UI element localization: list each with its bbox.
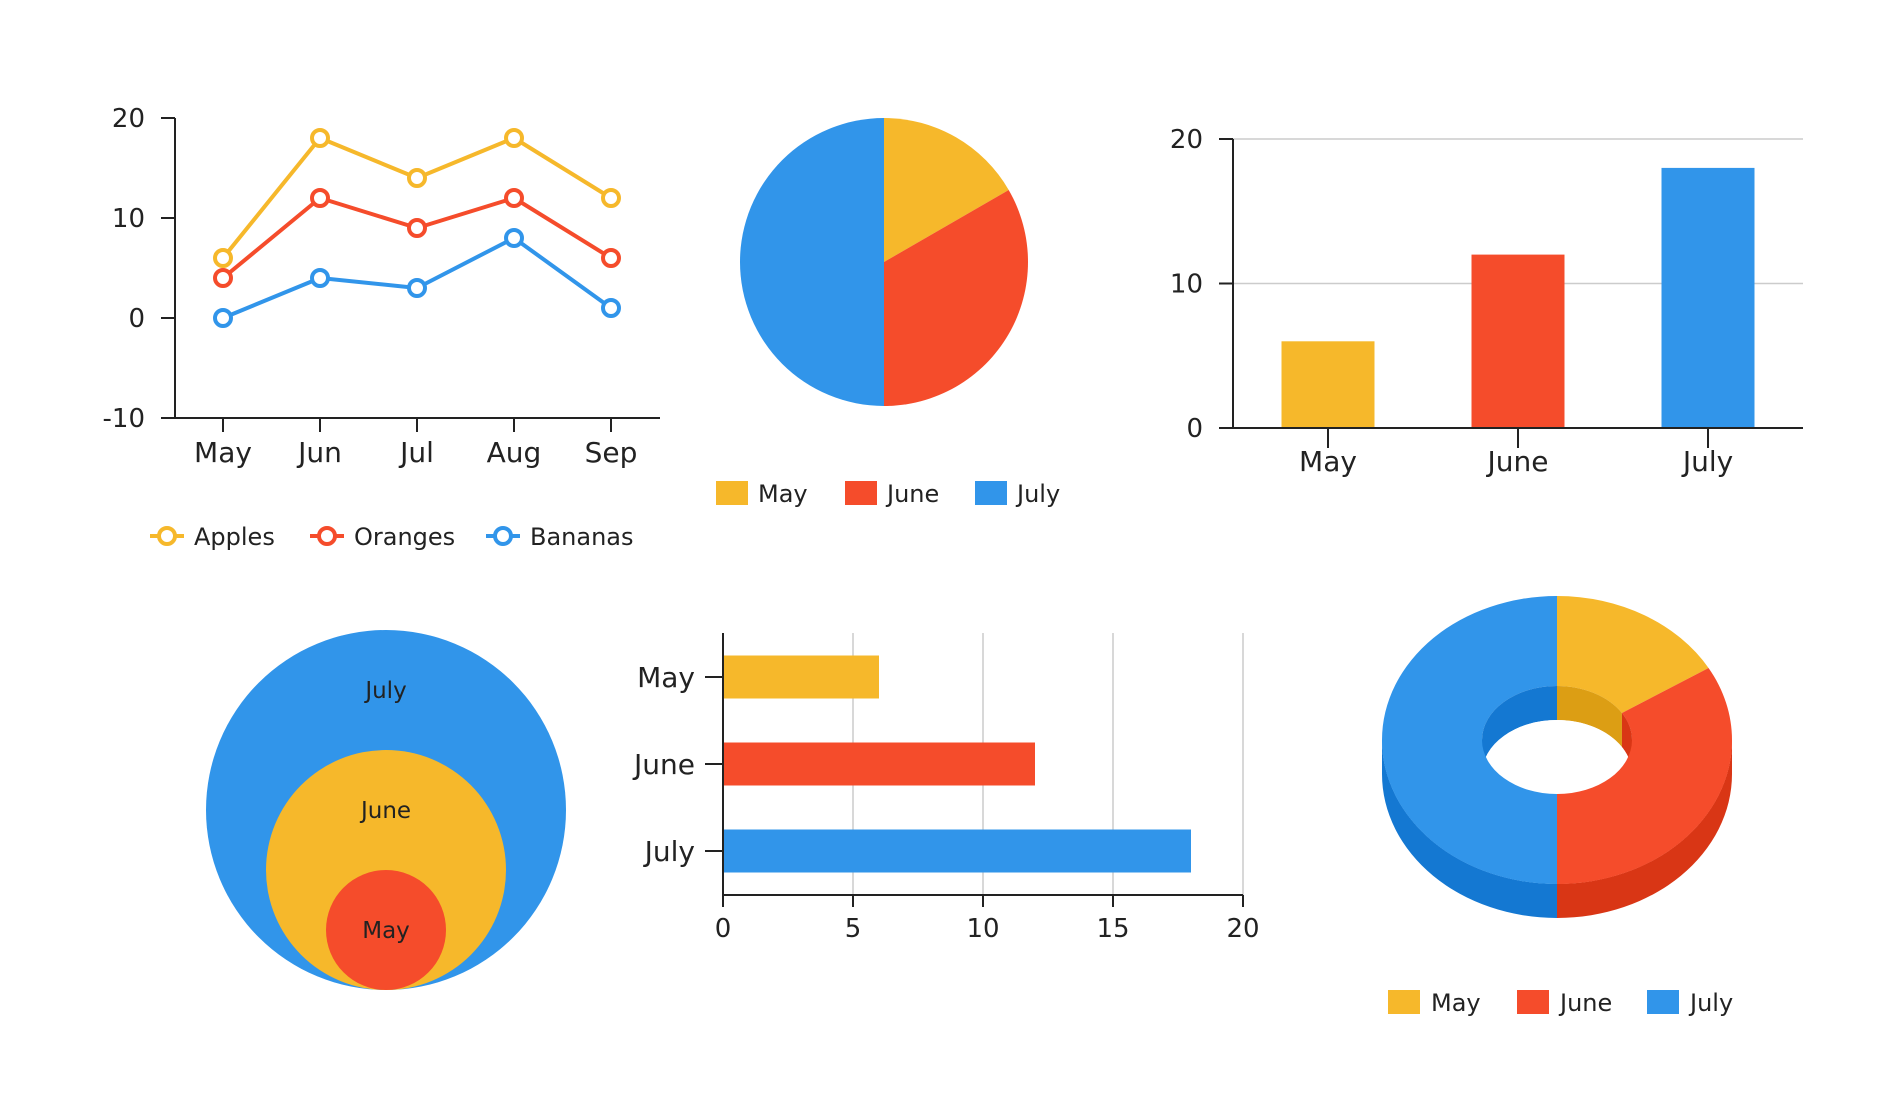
line-y-tick-label: 0 bbox=[128, 304, 145, 334]
column-y-tick-label: 20 bbox=[1170, 125, 1203, 155]
legend-label: Apples bbox=[194, 523, 275, 551]
hbar-bar-july bbox=[723, 829, 1191, 873]
donut-chart: May June July bbox=[1382, 596, 1733, 1017]
hbar-x-tick-label: 15 bbox=[1096, 914, 1129, 944]
point-apples bbox=[407, 168, 427, 188]
pie-slice-june bbox=[884, 190, 1028, 406]
hbar-y-tick-label: May bbox=[637, 661, 695, 694]
line-x-tick-label: Jun bbox=[296, 436, 342, 469]
legend-swatch bbox=[975, 481, 1007, 505]
horizontal-bar-chart: 0 5 10 15 20 May June July bbox=[632, 633, 1260, 944]
nested-circle-chart: July June May bbox=[206, 630, 566, 990]
column-y-tick-label: 10 bbox=[1170, 270, 1203, 300]
point-bananas bbox=[310, 268, 330, 288]
hbar-bar-june bbox=[723, 742, 1035, 786]
circle-label: May bbox=[362, 918, 410, 944]
legend-label: May bbox=[1431, 989, 1481, 1017]
legend-swatch bbox=[845, 481, 877, 505]
line-y-tick-label: 10 bbox=[112, 204, 145, 234]
line-x-tick-label: May bbox=[194, 436, 252, 469]
legend-swatch bbox=[1388, 990, 1420, 1014]
donut-inner-wall bbox=[1482, 686, 1557, 774]
legend-label: June bbox=[885, 480, 939, 508]
pie-slice-may bbox=[884, 118, 1009, 262]
column-bar-may bbox=[1281, 341, 1375, 428]
donut-side-july bbox=[1382, 740, 1557, 918]
legend-label: June bbox=[1558, 989, 1612, 1017]
circle-label: July bbox=[363, 678, 406, 704]
column-bar-june bbox=[1471, 254, 1565, 428]
point-oranges bbox=[601, 248, 621, 268]
hbar-y-tick-label: July bbox=[643, 835, 695, 868]
legend-point-marker bbox=[493, 526, 513, 546]
legend-label: May bbox=[758, 480, 808, 508]
series-line-apples bbox=[221, 136, 613, 260]
donut-slice-front bbox=[1557, 740, 1732, 884]
hbar-y-tick-label: June bbox=[632, 748, 695, 781]
hbar-x-tick-label: 5 bbox=[845, 914, 862, 944]
pie-slice-july bbox=[740, 118, 884, 406]
point-bananas bbox=[601, 298, 621, 318]
line-x-tick-label: Sep bbox=[585, 436, 638, 469]
point-oranges bbox=[504, 188, 524, 208]
point-oranges bbox=[310, 188, 330, 208]
legend-swatch bbox=[1517, 990, 1549, 1014]
point-oranges bbox=[213, 268, 233, 288]
point-bananas bbox=[407, 278, 427, 298]
circle-may bbox=[326, 870, 446, 990]
legend-label: July bbox=[1015, 480, 1060, 508]
column-bar-july bbox=[1661, 167, 1755, 428]
point-apples bbox=[504, 128, 524, 148]
circle-label: June bbox=[359, 798, 411, 824]
point-apples bbox=[601, 188, 621, 208]
hbar-x-tick-label: 10 bbox=[966, 914, 999, 944]
legend-label: Oranges bbox=[354, 523, 455, 551]
column-x-tick-label: July bbox=[1681, 445, 1733, 478]
legend-label: July bbox=[1688, 989, 1733, 1017]
point-bananas bbox=[504, 228, 524, 248]
line-y-tick-label: 20 bbox=[112, 104, 145, 134]
point-apples bbox=[213, 248, 233, 268]
line-chart: -10 0 10 20 May Jun Jul Aug Sep Apples Oranges Bana… bbox=[103, 104, 660, 551]
legend-point-marker bbox=[157, 526, 177, 546]
line-x-tick-label: Jul bbox=[398, 436, 434, 469]
column-y-tick-label: 0 bbox=[1186, 414, 1203, 444]
legend-label: Bananas bbox=[530, 523, 634, 551]
line-y-tick-label: -10 bbox=[103, 404, 145, 434]
point-bananas bbox=[213, 308, 233, 328]
hbar-x-tick-label: 20 bbox=[1226, 914, 1259, 944]
donut-slice-may bbox=[1557, 596, 1709, 713]
point-apples bbox=[310, 128, 330, 148]
hbar-bar-may bbox=[723, 655, 879, 699]
donut-side-june bbox=[1557, 740, 1732, 918]
pie-chart: May June July bbox=[716, 118, 1060, 508]
legend-swatch bbox=[1647, 990, 1679, 1014]
legend-swatch bbox=[716, 481, 748, 505]
column-chart: 0 10 20 May June July bbox=[1170, 125, 1803, 478]
column-x-tick-label: June bbox=[1486, 445, 1549, 478]
donut-slice-front bbox=[1382, 740, 1557, 884]
line-x-tick-label: Aug bbox=[487, 436, 542, 469]
column-x-tick-label: May bbox=[1299, 445, 1357, 478]
donut-inner-wall bbox=[1557, 686, 1622, 747]
hbar-x-tick-label: 0 bbox=[715, 914, 732, 944]
legend-point-marker bbox=[317, 526, 337, 546]
point-oranges bbox=[407, 218, 427, 238]
